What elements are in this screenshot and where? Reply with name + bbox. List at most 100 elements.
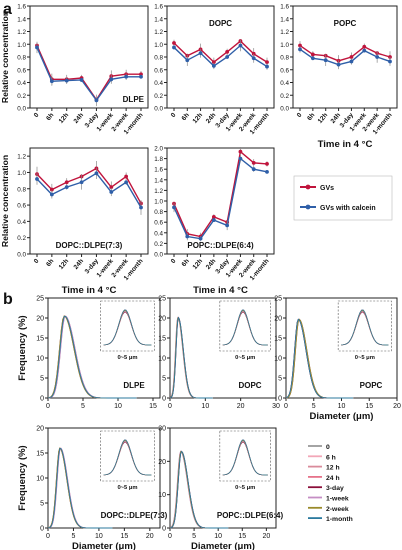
legend-marker [305,184,311,190]
x-tick-label: 12h [58,112,71,125]
inset-label: 0~5 μm [235,355,255,361]
y-tick-label: 1.0 [280,42,289,49]
x-tick-label: 12h [192,258,205,271]
inset-label: 0~5 μm [355,355,375,361]
data-point [139,205,143,210]
x-tick-label: 20 [146,533,154,540]
y-tick-label: 0.0 [17,106,26,113]
y-tick-label: 10 [36,356,44,363]
inset-frame [219,430,272,482]
distribution-curve [285,318,354,399]
data-point [362,48,367,53]
y-tick-label: 1.0 [154,42,163,49]
data-point [211,64,216,68]
x-axis-title: Time in 4 °C [62,285,117,296]
legend-label: 6 h [326,454,336,461]
legend-label: 24 h [326,475,340,482]
y-tick-label: 1.6 [154,167,163,174]
x-tick-label: 6h [45,258,55,268]
x-axis-title: Diameter (μm) [72,541,136,550]
y-tick-label: 1.2 [17,29,26,36]
y-axis-title: Frequency (%) [17,315,28,380]
x-tick-label: 0 [33,257,41,265]
series-title: DOPC::DLPE(7:3) [56,241,123,250]
series-line [173,40,268,64]
y-tick-label: 15 [36,336,44,343]
x-axis-title: Diameter (μm) [310,411,374,422]
series-line [173,44,268,68]
distribution-curve [169,450,229,529]
y-tick-label: 10 [36,476,44,483]
x-tick-label: 10 [201,403,209,410]
y-tick-label: 0 [278,396,282,403]
y-tick-label: 20 [36,316,44,323]
y-tick-label: 0.2 [154,93,163,100]
y-tick-label: 0 [162,396,166,403]
distribution-curve [169,317,213,399]
y-tick-label: 0.4 [280,80,289,87]
x-tick-label: 12h [317,112,330,125]
y-tick-label: 0 [162,526,166,533]
y-tick-label: 5 [278,376,282,383]
data-point [35,177,39,181]
y-tick-label: 1.6 [154,4,163,11]
x-tick-label: 5 [72,533,76,540]
series-line [36,172,142,208]
x-tick-label: 0 [296,111,304,119]
y-tick-label: 0.2 [17,93,26,100]
plot-frame [29,147,149,255]
data-point [139,74,143,79]
y-tick-label: 1.0 [17,170,26,177]
data-point [185,234,190,239]
x-tick-label: 20 [393,403,401,410]
x-tick-label: 6h [306,112,316,122]
x-tick-label: 5 [81,403,85,410]
series-title: DLPE [123,381,145,390]
x-tick-label: 24h [73,258,86,271]
panel-label-a: a [3,1,12,18]
x-tick-label: 5 [192,533,196,540]
x-tick-label: 12h [192,112,205,125]
x-tick-label: 10 [95,533,103,540]
y-tick-label: 1.2 [280,29,289,36]
x-tick-label: 6h [181,258,191,268]
data-point [49,79,54,84]
y-tick-label: 0.6 [154,220,163,227]
data-point [64,185,69,190]
data-point [265,60,269,64]
inset-frame [337,300,392,352]
legend-label: 1-month [326,516,353,523]
y-tick-label: 1.6 [17,4,26,11]
inset-curve [222,309,268,346]
y-tick-label: 20 [158,459,166,466]
data-point [64,180,69,185]
y-tick-label: 0.8 [154,55,163,62]
x-tick-label: 0 [168,403,172,410]
inset-frame [100,300,155,352]
x-tick-label: 6h [45,112,55,122]
inset-label: 0~5 μm [117,485,137,491]
y-tick-label: 20 [158,316,166,323]
x-tick-label: 10 [214,533,222,540]
data-point [310,56,315,61]
y-tick-label: 5 [40,376,44,383]
y-tick-label: 0.4 [17,80,26,87]
y-tick-label: 10 [158,492,166,499]
y-tick-label: 0 [40,396,44,403]
y-tick-label: 5 [40,501,44,508]
y-tick-label: 1.4 [280,16,289,23]
y-axis-title: Relative concentration [0,11,10,103]
series-title: POPC [360,381,383,390]
data-point [298,47,302,52]
series-title: DOPC [209,19,232,28]
y-tick-label: 0.2 [154,241,163,248]
distribution-curve [47,315,137,399]
data-point [362,44,367,49]
inset-curve [103,309,152,346]
legend-label: 3-day [326,485,344,492]
y-tick-label: 25 [158,296,166,303]
series-title: POPC::DLPE(6:4) [187,241,254,250]
data-point [238,43,243,48]
y-tick-label: 0 [40,526,44,533]
y-tick-label: 5 [162,376,166,383]
